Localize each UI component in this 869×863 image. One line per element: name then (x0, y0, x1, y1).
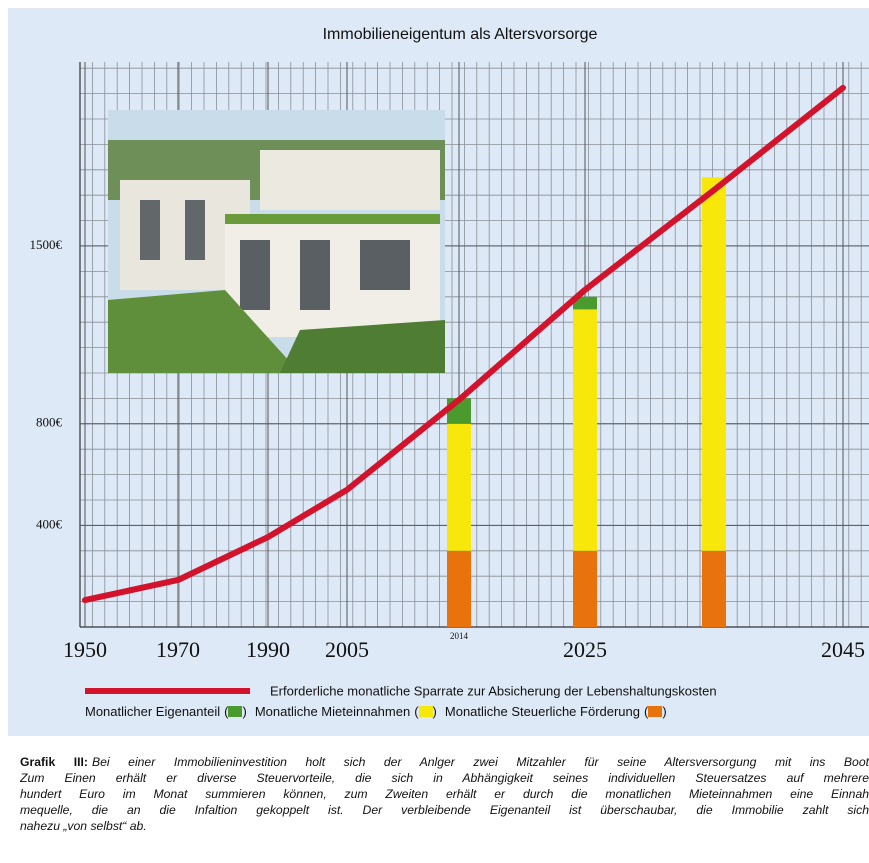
photo-building (260, 150, 440, 210)
legend: Monatlicher Eigenanteil Monatliche Mietei… (85, 704, 675, 719)
bar-segment (447, 551, 471, 627)
photo-roof (225, 214, 440, 224)
x-tick-label: 2045 (821, 637, 865, 662)
legend-swatch (228, 706, 242, 717)
caption-text: nahezu „von selbst“ ab. (20, 819, 147, 833)
photo-window (185, 200, 205, 260)
caption-line: hundert Euro im Monat summieren können, … (20, 786, 869, 802)
paren (662, 704, 666, 719)
chart-title: Immobilieneigentum als Altersvorsorge (323, 26, 598, 43)
y-tick-label: 400€ (36, 516, 63, 531)
caption-line: mequelle, die an die Infaltion gekoppelt… (20, 802, 869, 818)
caption-line: Grafik III: Bei einer Immobilieninvestiti… (20, 754, 869, 770)
caption: Grafik III: Bei einer Immobilieninvestiti… (20, 754, 869, 834)
bar-segment (573, 309, 597, 550)
chart: Immobilieneigentum als Altersvorsorge 40… (0, 0, 869, 863)
caption-label: Grafik III: (20, 755, 88, 769)
photo (108, 110, 445, 373)
photo-window (140, 200, 160, 260)
x-tick-label: 1970 (156, 637, 200, 662)
legend-label: Monatliche Mieteinnahmen (255, 704, 410, 719)
y-tick-label: 1500€ (30, 237, 63, 252)
legend-item: Monatlicher Eigenanteil (85, 704, 247, 719)
legend-swatch (648, 706, 662, 717)
caption-text: mequelle, die an die Infaltion gekoppelt… (20, 803, 869, 817)
y-tick-label: 800€ (36, 415, 63, 430)
caption-text: hundert Euro im Monat summieren können, … (20, 787, 869, 801)
legend-label: Monatliche Steuerliche Förderung (445, 704, 640, 719)
legend-item: Monatliche Mieteinnahmen (255, 704, 437, 719)
caption-line: Zum Einen erhält er diverse Steuervortei… (20, 770, 869, 786)
x-tick-label: 1950 (63, 637, 107, 662)
caption-text: Bei einer Immobilieninvestition holt sic… (92, 755, 869, 769)
bar-segment (702, 177, 726, 551)
caption-line: nahezu „von selbst“ ab. (20, 818, 869, 834)
bar-segment (573, 551, 597, 627)
photo-window (300, 240, 330, 310)
bar-segment (702, 551, 726, 627)
x-tick-label: 1990 (246, 637, 290, 662)
bar-segment (447, 424, 471, 551)
legend-label: Monatlicher Eigenanteil (85, 704, 220, 719)
x-tick-label: 2014 (450, 631, 469, 641)
page: Immobilieneigentum als Altersvorsorge 40… (0, 0, 869, 863)
paren (242, 704, 246, 719)
legend-swatch (419, 706, 433, 717)
photo-window (240, 240, 270, 310)
x-tick-label: 2005 (325, 637, 369, 662)
legend-item: Monatliche Steuerliche Förderung (445, 704, 667, 719)
photo-window (360, 240, 410, 290)
x-tick-label: 2025 (563, 637, 607, 662)
caption-text: Zum Einen erhält er diverse Steuervortei… (20, 771, 869, 785)
legend-label: Erforderliche monatliche Sparrate zur Ab… (270, 683, 717, 698)
paren (433, 704, 437, 719)
